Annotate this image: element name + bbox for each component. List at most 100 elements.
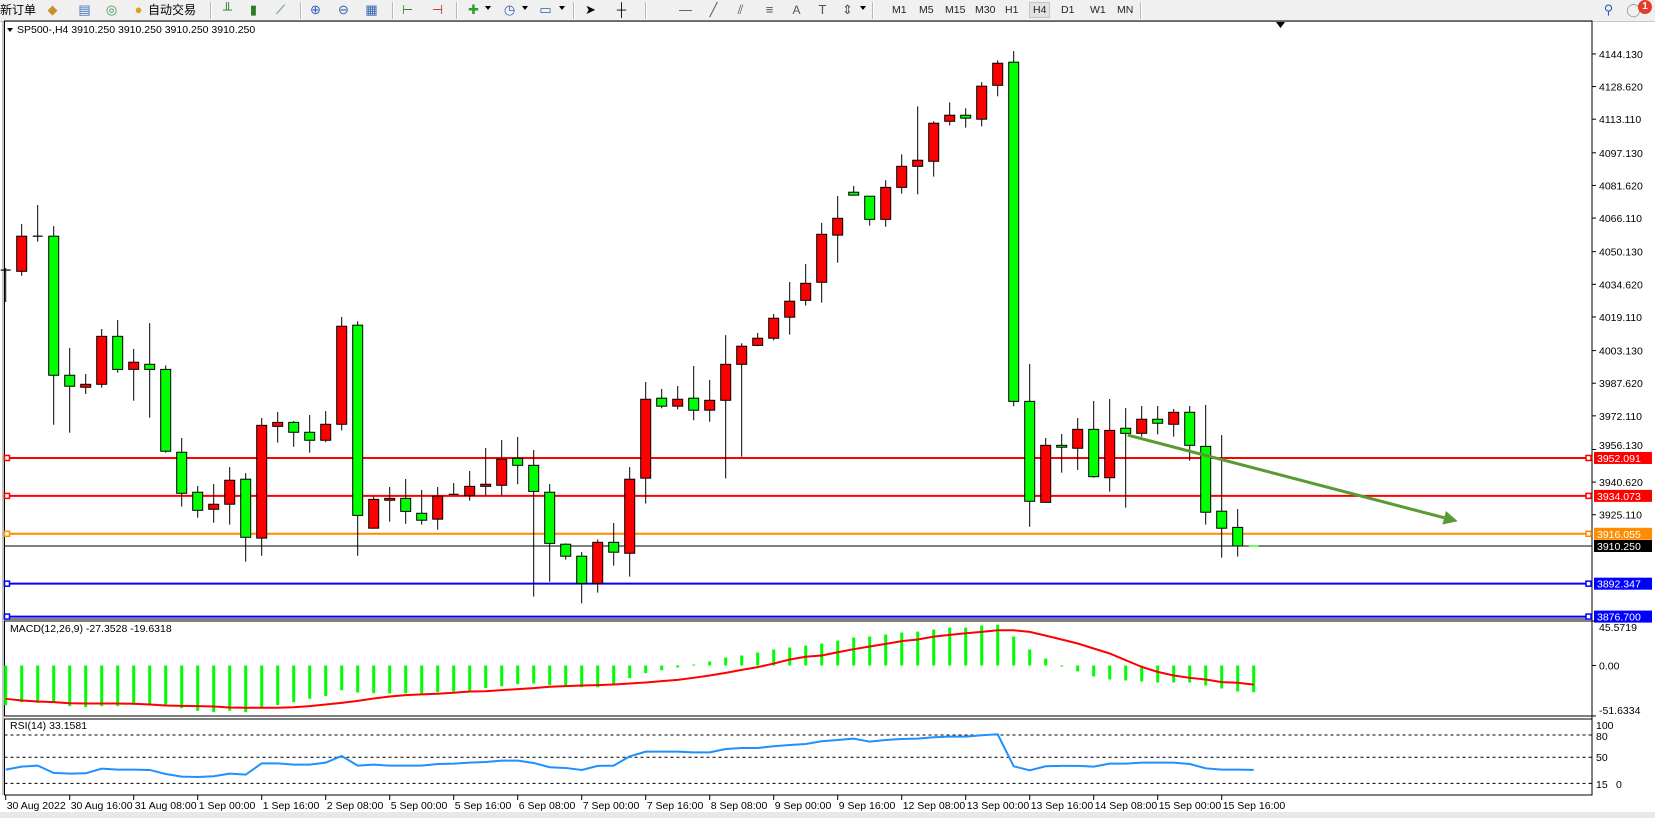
templates-dropdown[interactable] (559, 6, 565, 10)
periods-dropdown[interactable] (522, 6, 528, 10)
timeframe-d1[interactable]: D1 (1061, 4, 1075, 16)
candle (400, 478, 412, 524)
price-tick-label: 4097.130 (1599, 148, 1643, 160)
autoscroll-icon[interactable]: ⊣ (431, 2, 444, 17)
trend-arrow[interactable] (1127, 433, 1458, 525)
candle-body (480, 483, 492, 487)
candle-body (848, 191, 860, 196)
price-tick-label: 3956.130 (1599, 440, 1643, 452)
timeframe-m1[interactable]: M1 (892, 4, 907, 16)
macd-tick-label: 0.00 (1599, 661, 1620, 673)
rsi-label: RSI(14) 33.1581 (10, 720, 87, 732)
macd-histogram-bar (596, 665, 600, 688)
candle (1120, 408, 1132, 508)
macd-signal-line (5, 629, 1254, 709)
chart-shift-icon[interactable]: ⊢ (401, 2, 414, 17)
bar-chart-icon[interactable]: ╨ (222, 2, 233, 17)
candle-body (912, 159, 924, 167)
crosshair-icon[interactable]: ┼ (616, 2, 627, 17)
candle (976, 82, 988, 127)
macd-histogram-bar (500, 665, 504, 687)
new-order-button[interactable]: 新订单 (0, 3, 37, 17)
fibonacci-icon[interactable]: ≡ (765, 2, 774, 17)
candle (336, 316, 348, 431)
macd-histogram-bar (964, 627, 968, 666)
candle-body (976, 85, 988, 120)
candle-body (496, 458, 508, 486)
line-chart-icon[interactable]: ⟋ (275, 2, 286, 17)
level-price-box (1594, 540, 1652, 552)
arrows-icon[interactable]: ⇕ (842, 2, 853, 17)
search-icon[interactable]: ⚲ (1603, 2, 1614, 17)
time-tick-label: 13 Sep 00:00 (967, 800, 1030, 812)
candlestick-icon[interactable]: ▮ (249, 2, 258, 17)
candle (1168, 408, 1180, 437)
macd-label: MACD(12,26,9) -27.3528 -19.6318 (10, 623, 172, 635)
timeframe-mn[interactable]: MN (1117, 4, 1134, 16)
timeframe-w1[interactable]: W1 (1090, 4, 1106, 16)
macd-histogram-bar (644, 665, 648, 674)
macd-histogram-bar (452, 665, 456, 692)
chart-shift-marker-icon[interactable] (1276, 22, 1285, 28)
level-price-label: 3934.073 (1597, 491, 1641, 503)
tile-windows-icon[interactable]: ▦ (365, 2, 378, 17)
text-icon[interactable]: A (792, 3, 801, 17)
timeframe-m15[interactable]: M15 (945, 4, 966, 16)
timeframe-h1[interactable]: H1 (1005, 4, 1019, 16)
chart-background (0, 22, 1655, 818)
trendline-icon[interactable]: ╱ (709, 2, 718, 17)
candle-body (48, 235, 60, 376)
channel-icon[interactable]: ⫽ (737, 2, 744, 17)
cursor-icon[interactable]: ➤ (585, 2, 596, 17)
candle (960, 108, 972, 128)
candle-body (192, 491, 204, 511)
time-tick-label: 2 Sep 08:00 (327, 800, 384, 812)
macd-histogram-bar (756, 652, 760, 666)
candle (832, 195, 844, 263)
macd-histogram-bar (1044, 658, 1048, 666)
time-tick-label: 5 Sep 00:00 (391, 800, 448, 812)
macd-histogram-bar (1076, 665, 1080, 672)
timeframe-m30[interactable]: M30 (975, 4, 996, 16)
candle-body (800, 282, 812, 301)
auto-trading-button[interactable]: 自动交易 (148, 3, 197, 17)
candle-body (512, 457, 524, 466)
zoom-out-icon[interactable]: ⊖ (338, 2, 349, 17)
arrows-dropdown[interactable] (860, 6, 866, 10)
auto-trading-icon[interactable]: ● (134, 2, 143, 17)
macd-histogram-bar (948, 627, 952, 666)
price-tick-label: 4113.110 (1599, 114, 1641, 126)
horizontal-line-icon[interactable]: — (679, 2, 692, 17)
candle (656, 388, 668, 409)
candle-body (368, 498, 380, 529)
macd-histogram-bar (260, 665, 264, 708)
macd-histogram-bar (132, 665, 136, 705)
candle-body (752, 337, 764, 346)
timeframe-m5[interactable]: M5 (919, 4, 934, 16)
candle (96, 328, 108, 388)
navigator-icon[interactable]: ◎ (105, 2, 118, 17)
level-handle-left (3, 580, 11, 587)
notification-icon[interactable]: ◯ (1626, 2, 1641, 17)
templates-icon[interactable]: ▭ (539, 2, 552, 17)
data-window-icon[interactable]: ▤ (78, 2, 91, 17)
macd-histogram-bar (1012, 636, 1016, 666)
candle (160, 365, 172, 453)
candle (736, 343, 748, 457)
time-tick-label: 9 Sep 00:00 (775, 800, 832, 812)
arrow-head-icon (1442, 510, 1458, 525)
price-tick-label: 3925.110 (1599, 510, 1642, 522)
indicators-icon[interactable]: ✚ (468, 2, 479, 17)
text-label-icon[interactable]: T (818, 2, 827, 17)
candle (688, 366, 700, 421)
candle-body (320, 423, 332, 441)
candle-body (624, 478, 636, 554)
level-handle-left (3, 492, 11, 500)
zoom-in-icon[interactable]: ⊕ (310, 2, 321, 17)
candle (368, 496, 380, 529)
periods-icon[interactable]: ◷ (503, 2, 516, 17)
market-watch-icon[interactable]: ◆ (47, 2, 58, 17)
timeframe-h4[interactable]: H4 (1029, 2, 1051, 18)
indicators-dropdown[interactable] (485, 6, 491, 10)
